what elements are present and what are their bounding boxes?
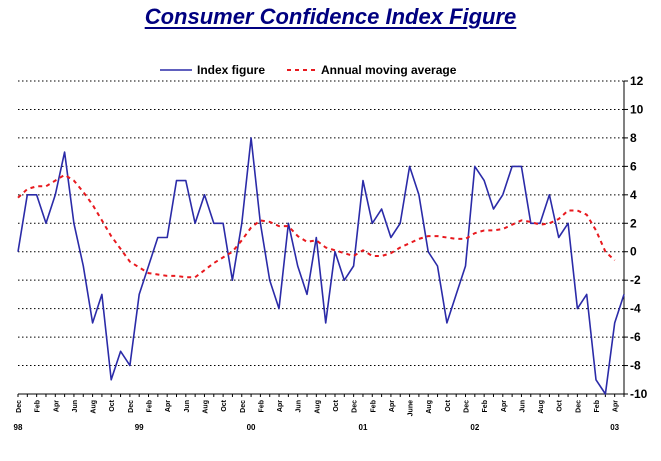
legend-label-index: Index figure <box>197 63 265 77</box>
x-tick-label: Jun <box>72 400 79 412</box>
year-label: 02 <box>470 423 479 432</box>
y-tick-label: 8 <box>630 131 637 145</box>
year-label: 00 <box>247 423 256 432</box>
gridlines <box>18 80 624 367</box>
year-label: 01 <box>359 423 368 432</box>
x-tick-label: Jun <box>296 400 303 412</box>
x-tick-label: Aug <box>426 400 433 414</box>
x-tick-label: Feb <box>594 400 601 412</box>
x-tick-label: Jun <box>519 400 526 412</box>
x-tick-label: Apr <box>389 400 396 412</box>
y-tick-label: 0 <box>630 245 637 259</box>
x-tick-label: Oct <box>557 399 564 411</box>
x-tick-label: Apr <box>53 400 60 412</box>
x-tick-label: Dec <box>240 400 247 413</box>
index-figure-line <box>17 137 625 395</box>
x-tick-label: Feb <box>258 400 265 412</box>
legend-label-average: Annual moving average <box>321 63 457 77</box>
y-tick-label: -10 <box>630 387 648 401</box>
year-label: 98 <box>14 423 23 432</box>
x-tick-label: Feb <box>35 400 42 412</box>
x-tick-label: Dec <box>464 400 471 413</box>
y-tick-label: 2 <box>630 216 637 230</box>
y-tick-label: -4 <box>630 302 641 316</box>
x-tick-label: Dec <box>16 400 23 413</box>
year-label: 03 <box>610 423 619 432</box>
x-tick-label: Dec <box>575 400 582 413</box>
tick-labels: 12 10 8 6 4 2 0 -2 -4 -6 -8 -10 Dec Feb Apr Jun Aug Oct De… <box>14 74 648 432</box>
x-tick-label: Oct <box>445 399 452 411</box>
chart-title: Consumer Confidence Index Figure <box>144 4 517 29</box>
y-tick-label: 12 <box>630 74 644 88</box>
x-tick-label: Dec <box>352 400 359 413</box>
x-tick-label: Aug <box>314 400 321 414</box>
x-tick-label: Oct <box>333 399 340 411</box>
y-tick-label: -6 <box>630 330 641 344</box>
x-tick-label: Apr <box>277 400 284 412</box>
x-tick-label: Aug <box>538 400 545 414</box>
x-tick-label: Aug <box>202 400 209 414</box>
year-label: 99 <box>135 423 144 432</box>
x-tick-label: Apr <box>165 400 172 412</box>
series-lines <box>17 137 625 395</box>
axes <box>17 80 628 397</box>
x-tick-label: Feb <box>482 400 489 412</box>
x-tick-label: Apr <box>501 400 508 412</box>
x-tick-label: Feb <box>370 400 377 412</box>
y-tick-label: -2 <box>630 273 641 287</box>
x-tick-label: Aug <box>91 400 98 414</box>
x-tick-label: Dec <box>128 400 135 413</box>
x-tick-label: Jun <box>184 400 191 412</box>
x-tick-label: Oct <box>221 399 228 411</box>
y-tick-label: -8 <box>630 359 641 373</box>
y-tick-label: 6 <box>630 159 637 173</box>
x-tick-label: Apr <box>613 400 620 412</box>
legend: Index figure Annual moving average <box>160 63 457 77</box>
x-tick-label: June <box>408 400 415 416</box>
x-tick-label: Oct <box>109 399 116 411</box>
x-tick-label: Feb <box>147 400 154 412</box>
y-tick-label: 10 <box>630 102 644 116</box>
y-tick-label: 4 <box>630 188 637 202</box>
